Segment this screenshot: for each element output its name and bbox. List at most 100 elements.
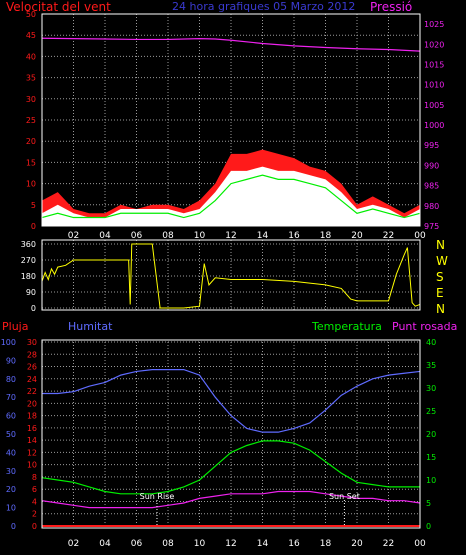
rain-tick-label: 14 — [27, 436, 37, 445]
humidity-tick-label: 40 — [6, 448, 16, 457]
rain-tick-label: 26 — [27, 363, 37, 372]
temperature-tick-label: 5 — [426, 499, 431, 508]
humidity-label: Humitat — [68, 320, 113, 333]
temperature-tick-label: 10 — [426, 476, 436, 485]
direction-series — [41, 243, 421, 309]
temperature-tick-label: 20 — [426, 430, 436, 439]
temperature-tick-label: 25 — [426, 407, 436, 416]
direction-tick-label: 90 — [26, 288, 36, 297]
sun-marker-label: Sun Set — [329, 492, 360, 501]
compass-label: E — [436, 286, 444, 300]
x-tick-label: 12 — [225, 539, 236, 549]
compass-label: N — [436, 302, 445, 316]
pressure-tick-label: 995 — [424, 141, 439, 150]
humidity-temp-series — [41, 369, 421, 527]
x-tick-label: 16 — [288, 539, 300, 549]
dewpoint-line — [41, 490, 421, 509]
dewpoint-label: Punt rosada — [392, 320, 457, 333]
direction-tick-label: 180 — [21, 272, 36, 281]
direction-line — [41, 243, 421, 309]
temperature-label: Temperatura — [311, 320, 382, 333]
chart-title: 24 hora grafiques 05 Marzo 2012 — [172, 0, 355, 13]
direction-tick-label: 0 — [31, 304, 36, 313]
x-tick-label: 16 — [288, 231, 300, 241]
humidity-temp-panel: Pluja Humitat Temperatura Punt rosada 0 1… — [1, 320, 458, 549]
wind-tick-label: 35 — [26, 74, 36, 83]
rain-tick-label: 28 — [27, 350, 37, 359]
humidity-tick-label: 50 — [6, 430, 16, 439]
temperature-tick-label: 15 — [426, 453, 436, 462]
direction-grid — [42, 240, 421, 310]
x-tick-label: 08 — [162, 231, 174, 241]
wind-pressure-panel: Velocitat del vent 24 hora grafiques 05 … — [6, 0, 444, 241]
x-tick-label: 08 — [162, 539, 174, 549]
pressure-tick-label: 1015 — [424, 60, 444, 69]
x-tick-label: 04 — [99, 539, 111, 549]
rain-tick-label: 0 — [32, 522, 37, 531]
wind-speed-label: Velocitat del vent — [6, 0, 111, 14]
temperature-line — [41, 440, 420, 495]
rain-label: Pluja — [2, 320, 28, 333]
wind-speed-area — [42, 166, 420, 226]
compass-label: N — [436, 238, 445, 252]
wind-average-line — [41, 174, 421, 219]
wind-series — [41, 37, 421, 226]
humidity-line — [42, 369, 421, 433]
rain-tick-label: 16 — [27, 424, 37, 433]
rain-tick-label: 6 — [32, 485, 37, 494]
wind-tick-label: 15 — [26, 158, 36, 167]
humidity-tick-label: 90 — [6, 356, 16, 365]
rain-tick-label: 2 — [32, 510, 37, 519]
x-tick-label: 22 — [383, 231, 394, 241]
humidity-tick-label: 0 — [11, 522, 16, 531]
humidity-y-axis: 0 10 20 30 40 50 60 70 80 90 100 — [1, 338, 16, 531]
pressure-tick-label: 1020 — [424, 40, 444, 49]
x-tick-label: 20 — [351, 539, 363, 549]
pressure-tick-label: 980 — [424, 202, 439, 211]
pressure-tick-label: 1000 — [424, 121, 444, 130]
humidity-tick-label: 80 — [6, 375, 16, 384]
wind-tick-label: 45 — [26, 31, 36, 40]
pressure-tick-label: 990 — [424, 161, 439, 170]
x-tick-label: 18 — [320, 539, 332, 549]
wind-tick-label: 20 — [26, 137, 36, 146]
sun-annotations: Sun Rise Sun Set — [140, 492, 360, 526]
x-tick-label: 14 — [257, 539, 269, 549]
x-tick-label: 06 — [131, 231, 143, 241]
x-tick-label: 10 — [194, 539, 206, 549]
humidity-tick-label: 20 — [6, 485, 16, 494]
temperature-tick-label: 35 — [426, 361, 436, 370]
x-tick-label: 00 — [414, 231, 426, 241]
temperature-tick-label: 0 — [426, 522, 431, 531]
rain-tick-label: 30 — [27, 338, 37, 347]
wind-frame — [41, 13, 421, 227]
humidity-frame — [41, 339, 421, 529]
direction-y-axis: 0 90 180 270 360 — [21, 240, 36, 313]
wind-tick-label: 40 — [26, 52, 36, 61]
x-tick-label: 22 — [383, 539, 394, 549]
wind-tick-label: 5 — [31, 201, 36, 210]
compass-label: S — [436, 270, 444, 284]
temperature-tick-label: 40 — [426, 338, 436, 347]
pressure-tick-label: 1010 — [424, 81, 444, 90]
x-tick-label: 06 — [131, 539, 143, 549]
x-tick-label: 00 — [414, 539, 426, 549]
x-tick-label: 04 — [99, 231, 111, 241]
x-tick-label: 18 — [320, 231, 332, 241]
x-tick-label: 14 — [257, 231, 269, 241]
direction-tick-label: 360 — [21, 240, 36, 249]
humidity-tick-label: 10 — [6, 504, 16, 513]
wind-x-axis: 02 04 06 08 10 12 14 16 18 20 22 00 — [68, 231, 426, 241]
wind-tick-label: 25 — [26, 116, 36, 125]
x-tick-label: 10 — [194, 231, 206, 241]
wind-tick-label: 0 — [31, 222, 36, 231]
pressure-tick-label: 1005 — [424, 101, 444, 110]
humidity-tick-label: 70 — [6, 393, 16, 402]
temperature-tick-label: 30 — [426, 384, 436, 393]
pressure-label: Pressió — [370, 0, 412, 14]
rain-tick-label: 4 — [32, 497, 37, 506]
pressure-y-axis: 975 980 985 990 995 1000 1005 1010 1015 1020 1025 — [424, 20, 444, 231]
